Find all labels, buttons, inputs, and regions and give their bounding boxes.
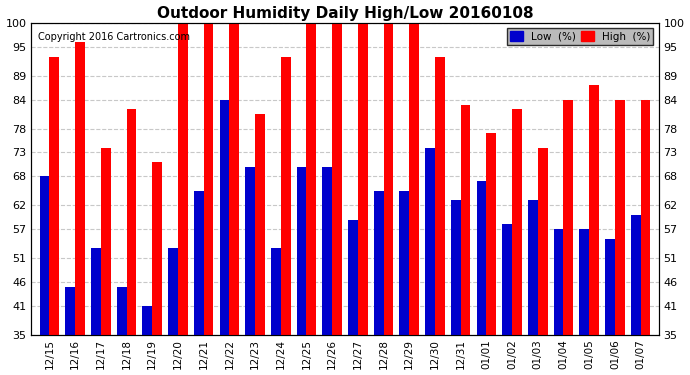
Bar — [425, 148, 435, 334]
Bar — [400, 191, 409, 334]
Bar — [615, 100, 624, 334]
Bar — [117, 286, 126, 334]
Bar — [589, 86, 599, 334]
Bar — [538, 148, 548, 334]
Bar — [332, 23, 342, 334]
Bar — [75, 42, 85, 334]
Bar — [409, 23, 419, 334]
Bar — [605, 239, 615, 334]
Bar — [66, 286, 75, 334]
Bar — [194, 191, 204, 334]
Bar — [384, 23, 393, 334]
Bar — [168, 248, 178, 334]
Text: Copyright 2016 Cartronics.com: Copyright 2016 Cartronics.com — [38, 33, 190, 42]
Bar — [281, 57, 290, 334]
Bar — [502, 224, 512, 334]
Bar — [39, 177, 50, 334]
Bar — [374, 191, 384, 334]
Bar — [50, 57, 59, 334]
Bar — [435, 57, 445, 334]
Bar — [91, 248, 101, 334]
Bar — [322, 167, 332, 334]
Bar — [101, 148, 110, 334]
Legend: Low  (%), High  (%): Low (%), High (%) — [507, 28, 653, 45]
Bar — [451, 200, 461, 334]
Bar — [229, 23, 239, 334]
Bar — [297, 167, 306, 334]
Bar — [528, 200, 538, 334]
Bar — [477, 181, 486, 334]
Bar — [204, 23, 213, 334]
Bar — [640, 100, 651, 334]
Bar — [255, 114, 265, 334]
Bar — [271, 248, 281, 334]
Bar — [553, 229, 564, 334]
Bar — [512, 110, 522, 334]
Bar — [348, 220, 358, 334]
Bar — [306, 23, 316, 334]
Bar — [631, 215, 640, 334]
Bar — [142, 306, 152, 334]
Bar — [178, 23, 188, 334]
Bar — [486, 134, 496, 334]
Bar — [358, 23, 368, 334]
Bar — [152, 162, 162, 334]
Bar — [126, 110, 137, 334]
Bar — [580, 229, 589, 334]
Bar — [245, 167, 255, 334]
Bar — [564, 100, 573, 334]
Title: Outdoor Humidity Daily High/Low 20160108: Outdoor Humidity Daily High/Low 20160108 — [157, 6, 533, 21]
Bar — [219, 100, 229, 334]
Bar — [461, 105, 471, 334]
